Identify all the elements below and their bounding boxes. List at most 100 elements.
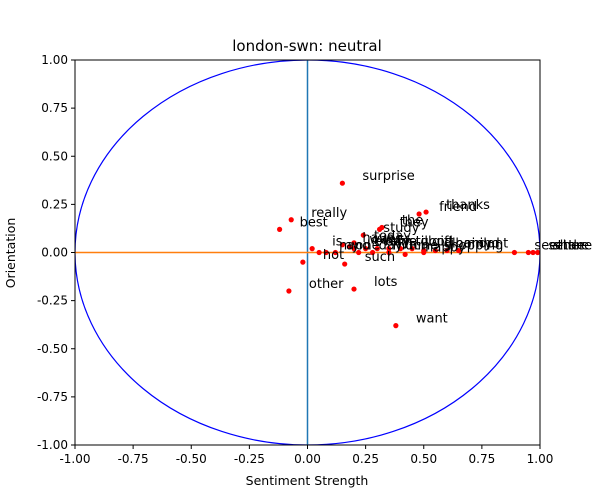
data-point: [286, 288, 292, 294]
point-label: settle: [548, 239, 585, 254]
data-point: [309, 246, 315, 252]
point-label: is: [332, 235, 343, 250]
data-point: [386, 246, 392, 252]
y-tick-label: 0.00: [41, 246, 68, 260]
data-point: [432, 247, 438, 254]
y-tick-label: -0.75: [37, 390, 68, 404]
y-tick-label: 0.75: [41, 101, 68, 115]
point-label: every: [374, 235, 411, 250]
point-label: lots: [374, 275, 398, 290]
data-point: [397, 246, 404, 252]
point-label: thanks: [446, 198, 490, 213]
point-label: gift: [432, 235, 453, 250]
x-tick-label: 0.00: [294, 452, 321, 466]
data-point: [444, 247, 450, 254]
point-label: share: [553, 239, 589, 254]
points-layer: [277, 180, 540, 329]
point-label: best: [300, 215, 328, 230]
point-label: they: [400, 215, 429, 230]
data-point: [332, 249, 338, 256]
data-point: [351, 246, 357, 252]
point-label: have: [362, 231, 394, 246]
data-point: [393, 323, 399, 329]
data-point: [511, 249, 518, 256]
data-point: [386, 249, 392, 256]
data-point: [421, 249, 427, 256]
point-label: friend: [439, 200, 477, 215]
y-tick-label: 1.00: [41, 53, 68, 67]
chart-title: london-swn: neutral: [232, 37, 382, 55]
data-point: [363, 246, 369, 252]
data-point: [277, 226, 283, 232]
data-point: [346, 244, 352, 250]
point-label: and: [346, 239, 370, 254]
point-label: hot: [323, 248, 344, 263]
data-point: [530, 249, 536, 256]
point-label: happy: [425, 240, 466, 255]
point-label: time: [409, 239, 438, 254]
data-point: [374, 246, 380, 252]
point-label: today: [374, 229, 411, 244]
point-label: shopping: [444, 239, 504, 254]
y-axis: 1.00 0.75 0.50 0.25 0.00 -0.25 -0.50 -0.75 -1.00: [37, 53, 75, 452]
point-label: one: [355, 239, 379, 254]
x-tick-label: 1.00: [527, 452, 554, 466]
point-label: dont: [479, 237, 509, 252]
point-label: much: [393, 239, 429, 254]
point-label: study: [383, 221, 419, 236]
x-axis-label: Sentiment Strength: [246, 473, 369, 488]
data-point: [535, 249, 540, 256]
point-label: my: [339, 239, 360, 254]
data-point: [339, 180, 345, 186]
x-tick-label: -0.25: [234, 452, 265, 466]
point-label: surprise: [362, 169, 414, 184]
data-point: [409, 246, 415, 252]
data-point: [423, 209, 429, 215]
point-label: mind: [467, 237, 500, 252]
point-label: other: [309, 277, 344, 292]
point-label: want: [369, 233, 401, 248]
point-label: there: [558, 239, 592, 254]
point-label: want: [416, 312, 448, 327]
point-label: day: [379, 239, 403, 254]
point-label: really: [311, 206, 347, 221]
data-point: [351, 240, 357, 246]
plot-area: [75, 60, 540, 445]
point-label: good: [421, 235, 453, 250]
data-point: [525, 249, 531, 256]
x-tick-label: -0.50: [176, 452, 207, 466]
point-label: the: [402, 213, 423, 228]
point-label: still: [409, 235, 432, 250]
y-tick-label: -0.25: [37, 294, 68, 308]
x-tick-label: 0.75: [469, 452, 496, 466]
x-axis: -1.00 -0.75 -0.50 -0.25 0.00 0.25 0.50 0.75 1.00: [59, 445, 553, 466]
data-point: [356, 249, 362, 256]
data-point: [339, 242, 345, 248]
y-tick-label: 0.25: [41, 197, 68, 211]
data-point: [376, 226, 383, 232]
data-point: [323, 249, 329, 256]
point-label: life: [397, 235, 417, 250]
point-label: day: [386, 235, 410, 250]
data-point: [370, 249, 376, 256]
point-label: gloomy: [444, 237, 492, 252]
x-tick-label: 0.50: [410, 452, 437, 466]
data-point: [316, 249, 322, 256]
y-axis-label: Orientation: [3, 218, 18, 289]
data-point: [456, 247, 462, 254]
y-tick-label: -0.50: [37, 342, 68, 356]
point-label: hair: [455, 237, 481, 252]
x-tick-label: 0.25: [352, 452, 379, 466]
x-tick-label: -0.75: [118, 452, 149, 466]
data-point: [342, 261, 348, 267]
point-label: such: [365, 250, 395, 265]
data-point: [402, 251, 408, 258]
data-point: [288, 217, 294, 223]
data-point: [360, 232, 366, 238]
y-tick-label: 0.50: [41, 149, 68, 163]
x-tick-label: -1.00: [59, 452, 90, 466]
data-point: [416, 211, 422, 217]
y-tick-label: -1.00: [37, 438, 68, 452]
